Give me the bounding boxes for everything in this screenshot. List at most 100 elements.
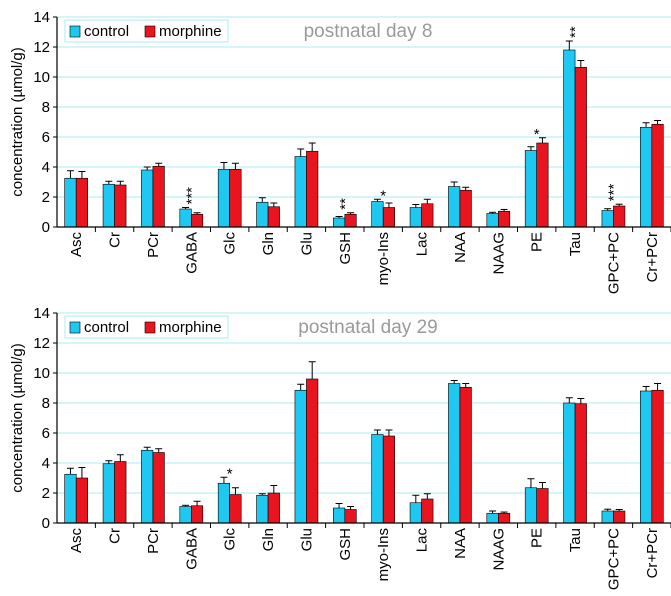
bar-morphine [191,505,204,524]
bar-control [371,201,384,228]
bar-morphine [306,378,319,524]
bar-control [179,506,192,524]
bar-control [333,507,346,524]
y-tick-label: 4 [42,455,50,472]
category-label: NAAG [490,232,507,275]
category-label: NAAG [490,528,507,571]
bar-morphine [267,492,280,524]
category-label: Gln [260,232,277,255]
bar-morphine [613,205,626,228]
category-label: NAA [452,232,469,263]
bar-control [563,402,576,524]
bar-morphine [498,512,511,524]
bar-control [563,49,576,228]
bar-morphine [459,386,472,524]
bar-morphine [267,206,280,228]
bar-control [524,487,537,524]
significance-label: ** [337,198,354,210]
y-tick-label: 6 [42,129,50,146]
y-axis-label: concentration (µmol/g) [9,343,26,493]
bar-morphine [152,165,165,228]
legend-swatch-control [69,25,81,38]
bar-morphine [574,66,587,228]
y-axis-label: concentration (µmol/g) [9,47,26,197]
category-label: PE [529,528,546,548]
bar-control [64,473,77,524]
bar-morphine [382,435,395,524]
bar-morphine [191,213,204,228]
bar-morphine [152,452,165,524]
bar-control [294,389,307,524]
bar-control [256,494,269,524]
bar-morphine [651,389,664,524]
category-label: Glc [222,232,239,255]
bar-control [179,208,192,228]
bar-morphine [229,494,242,524]
bar-morphine [421,203,434,228]
category-label: myo-Ins [375,232,392,285]
bar-control [141,449,154,524]
bar-control [409,207,422,228]
category-label: Glc [222,528,239,551]
category-label: Tau [567,232,584,256]
bar-morphine [344,213,357,228]
bar-control [486,213,499,228]
bar-morphine [114,461,127,524]
bar-morphine [114,184,127,228]
legend-label-control: control [84,23,129,40]
bar-control [524,150,537,228]
category-label: GSH [337,528,354,561]
bar-morphine [75,477,88,524]
bar-control [371,434,384,524]
bar-control [141,169,154,228]
bar-morphine [498,210,511,228]
bar-morphine [229,168,242,228]
bar-morphine [613,510,626,524]
bar-morphine [344,509,357,524]
bar-control [486,512,499,524]
category-label: NAA [452,528,469,559]
chart-title: postnatal day 29 [298,317,437,338]
bar-control [217,168,230,228]
category-label: GPC+PC [605,528,622,590]
legend-swatch-morphine [144,321,156,334]
y-tick-label: 4 [42,159,50,176]
category-label: Glu [298,232,315,255]
bar-morphine [574,403,587,524]
category-label: PCr [145,232,162,258]
y-tick-label: 14 [33,305,50,322]
bar-control [102,183,115,228]
legend-label-morphine: morphine [159,23,222,40]
bar-morphine [651,123,664,228]
chart-title: postnatal day 8 [304,21,433,42]
y-tick-label: 12 [33,39,50,56]
category-label: Asc [68,232,85,258]
category-label: GPC+PC [605,232,622,294]
category-label: GABA [183,232,200,274]
chart-panel-2: 0 2 4 6 8 10 12 14 concentration (µmol/g) Asc Cr PC… [9,305,671,590]
bar-morphine [459,189,472,228]
y-tick-label: 10 [33,69,50,86]
bar-control [294,156,307,228]
y-tick-label: 0 [42,219,50,236]
bar-control [601,510,614,524]
bar-control [102,463,115,524]
category-label: Asc [68,528,85,554]
category-label: GABA [183,528,200,570]
legend-swatch-control [69,321,81,334]
category-label: Cr+PCr [644,528,661,578]
bar-control [409,502,422,524]
chart-panel-1: 0 2 4 6 8 10 12 14 concentration (µmol/g) Asc Cr PC… [9,9,671,294]
y-tick-label: 10 [33,365,50,382]
y-tick-label: 2 [42,189,50,206]
bar-control [640,126,653,228]
category-label: GSH [337,232,354,265]
category-label: Tau [567,528,584,552]
bar-control [640,390,653,524]
bar-morphine [306,150,319,228]
legend-label-morphine: morphine [159,319,222,336]
bar-control [333,217,346,228]
y-tick-label: 8 [42,99,50,116]
